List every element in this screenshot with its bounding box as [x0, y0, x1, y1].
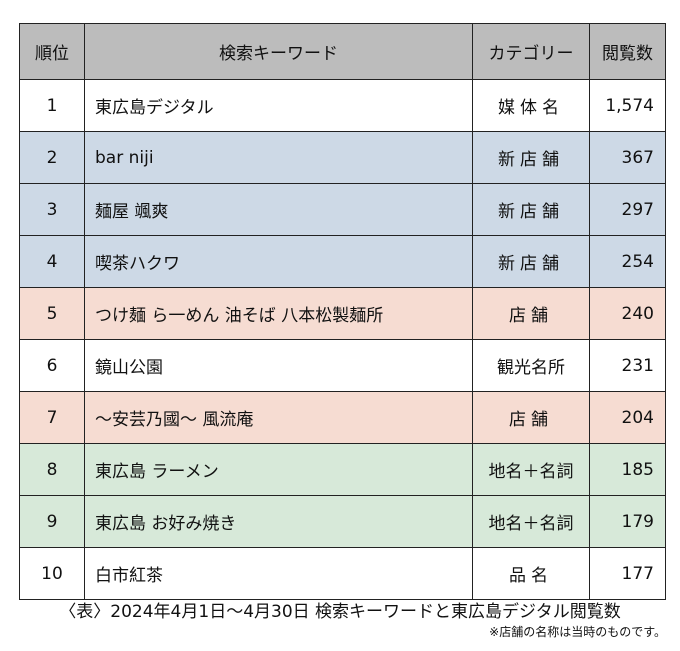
- views-cell: 204: [589, 391, 666, 444]
- category-cell: 媒体名: [472, 79, 590, 132]
- rank-cell: 10: [19, 547, 85, 600]
- table-row: 10 白市紅茶 品名 177: [19, 547, 666, 600]
- keyword-cell: 麺屋 颯爽: [84, 183, 473, 236]
- rank-cell: 8: [19, 443, 85, 496]
- keyword-cell: ～安芸乃國～ 風流庵: [84, 391, 473, 444]
- category-cell: 観光名所: [472, 339, 590, 392]
- rank-cell: 2: [19, 131, 85, 184]
- rank-cell: 5: [19, 287, 85, 340]
- table-body: 1 東広島デジタル 媒体名 1,574 2 bar niji 新店舗 367 3 麺屋 颯爽 新店舗…: [19, 79, 666, 600]
- category-cell: 新店舗: [472, 235, 590, 288]
- keyword-cell: 東広島 お好み焼き: [84, 495, 473, 548]
- rank-cell: 4: [19, 235, 85, 288]
- header-rank: 順位: [19, 23, 85, 80]
- views-cell: 185: [589, 443, 666, 496]
- keyword-cell: 鏡山公園: [84, 339, 473, 392]
- views-cell: 240: [589, 287, 666, 340]
- category-cell: 品名: [472, 547, 590, 600]
- category-cell: 地名＋名詞: [472, 495, 590, 548]
- table-header-row: 順位 検索キーワード カテゴリー 閲覧数: [19, 23, 666, 80]
- views-cell: 1,574: [589, 79, 666, 132]
- header-category: カテゴリー: [472, 23, 590, 80]
- header-keyword: 検索キーワード: [84, 23, 473, 80]
- footnote: ※店舗の名称は当時のものです。: [489, 625, 666, 639]
- table-row: 7 ～安芸乃國～ 風流庵 店舗 204: [19, 391, 666, 444]
- rank-cell: 6: [19, 339, 85, 392]
- views-cell: 367: [589, 131, 666, 184]
- table-row: 6 鏡山公園 観光名所 231: [19, 339, 666, 392]
- table-row: 9 東広島 お好み焼き 地名＋名詞 179: [19, 495, 666, 548]
- views-cell: 177: [589, 547, 666, 600]
- keyword-cell: bar niji: [84, 131, 473, 184]
- keyword-cell: 東広島 ラーメン: [84, 443, 473, 496]
- views-cell: 179: [589, 495, 666, 548]
- ranking-table: 順位 検索キーワード カテゴリー 閲覧数 1 東広島デジタル 媒体名 1,574 2 ba…: [19, 23, 666, 600]
- category-cell: 新店舗: [472, 131, 590, 184]
- table-row: 5 つけ麺 ら一めん 油そば 八本松製麺所 店舗 240: [19, 287, 666, 340]
- views-cell: 231: [589, 339, 666, 392]
- rank-cell: 1: [19, 79, 85, 132]
- category-cell: 店舗: [472, 391, 590, 444]
- keyword-cell: 白市紅茶: [84, 547, 473, 600]
- views-cell: 254: [589, 235, 666, 288]
- category-cell: 新店舗: [472, 183, 590, 236]
- table-row: 2 bar niji 新店舗 367: [19, 131, 666, 184]
- table-row: 4 喫茶ハクワ 新店舗 254: [19, 235, 666, 288]
- table-row: 1 東広島デジタル 媒体名 1,574: [19, 79, 666, 132]
- category-cell: 店舗: [472, 287, 590, 340]
- category-cell: 地名＋名詞: [472, 443, 590, 496]
- rank-cell: 7: [19, 391, 85, 444]
- keyword-cell: つけ麺 ら一めん 油そば 八本松製麺所: [84, 287, 473, 340]
- views-cell: 297: [589, 183, 666, 236]
- table-caption: 〈表〉2024年4月1日～4月30日 検索キーワードと東広島デジタル閲覧数: [59, 602, 621, 622]
- rank-cell: 3: [19, 183, 85, 236]
- header-views: 閲覧数: [589, 23, 666, 80]
- table-row: 8 東広島 ラーメン 地名＋名詞 185: [19, 443, 666, 496]
- keyword-cell: 東広島デジタル: [84, 79, 473, 132]
- keyword-cell: 喫茶ハクワ: [84, 235, 473, 288]
- table-row: 3 麺屋 颯爽 新店舗 297: [19, 183, 666, 236]
- rank-cell: 9: [19, 495, 85, 548]
